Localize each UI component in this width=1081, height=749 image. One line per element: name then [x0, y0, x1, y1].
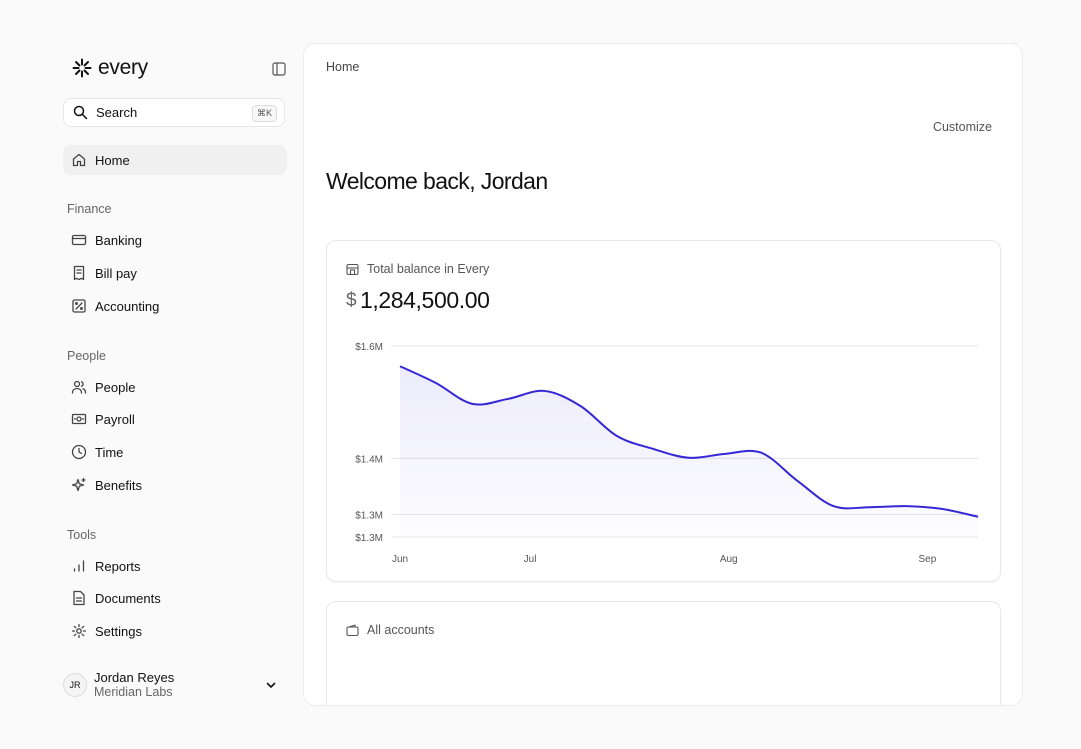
search-icon	[73, 105, 88, 120]
area	[400, 366, 978, 537]
nav-label: Reports	[95, 558, 141, 574]
nav-item[interactable]: Time	[63, 437, 287, 467]
wallet-icon	[346, 624, 359, 637]
balance-chart: $1.6M $1.4M $1.3M $1.3M Jun Jul Aug Sep	[355, 342, 979, 565]
icon	[72, 299, 86, 313]
line	[399, 365, 979, 518]
nav-item[interactable]: Banking	[63, 225, 287, 255]
section-title: Tools	[67, 528, 97, 542]
nav-label: Home	[95, 152, 130, 168]
nav-label: Documents	[95, 590, 161, 606]
nav-item[interactable]: Bill pay	[63, 258, 287, 288]
user-org: Meridian Labs	[94, 685, 173, 699]
icon	[71, 444, 87, 460]
y-tick-label: $1.4M	[355, 454, 383, 465]
nav-label: Settings	[95, 623, 142, 639]
section-title: Finance	[67, 202, 112, 216]
brand-name: every	[98, 56, 148, 79]
nav-label: Bill pay	[95, 265, 137, 281]
sidebar-toggle[interactable]	[272, 62, 286, 76]
nav-label: Payroll	[95, 411, 135, 427]
y-tick-label: $1.6M	[355, 342, 383, 353]
x-tick-label: Jun	[392, 554, 408, 565]
icon	[73, 590, 85, 606]
user-name: Jordan Reyes	[94, 670, 175, 685]
nav-label: Accounting	[95, 298, 160, 314]
y-tick-label: $1.3M	[355, 511, 383, 522]
icon	[71, 234, 87, 246]
nav-label: Benefits	[95, 477, 142, 493]
nav-item[interactable]: Benefits	[63, 470, 287, 500]
nav-item[interactable]: Documents	[63, 583, 287, 613]
x-tick-label: Aug	[720, 554, 738, 565]
nav-label: Time	[95, 444, 124, 460]
breadcrumb: Home	[326, 60, 360, 74]
accounts-label: All accounts	[367, 623, 435, 637]
icon	[71, 477, 86, 492]
balance-card: Total balance in Every $ 1,284,500.00 $1…	[326, 240, 1001, 582]
nav-item[interactable]: Payroll	[63, 404, 287, 434]
icon	[71, 380, 87, 394]
bank-icon	[346, 263, 359, 276]
avatar: JR	[63, 673, 87, 697]
icon	[73, 265, 85, 281]
search-placeholder: Search	[96, 105, 138, 120]
nav-item[interactable]: Accounting	[63, 291, 287, 321]
welcome-heading: Welcome back, Jordan	[326, 168, 548, 194]
nav-item[interactable]: Reports	[63, 551, 287, 581]
balance-amount: 1,284,500.00	[360, 287, 490, 313]
balance-currency: $	[346, 290, 357, 311]
icon	[71, 413, 87, 425]
icon	[71, 623, 87, 639]
balance-label: Total balance in Every	[367, 262, 490, 276]
chevron	[266, 682, 276, 689]
nav-item[interactable]: Settings	[63, 616, 287, 646]
x-tick-label: Sep	[919, 554, 937, 565]
nav-label: People	[95, 379, 136, 395]
user-menu[interactable]: JR Jordan Reyes Meridian Labs	[63, 670, 287, 700]
nav-home[interactable]: Home	[63, 145, 287, 175]
icon	[72, 153, 86, 167]
search[interactable]: Search ⌘K	[63, 98, 285, 127]
section-title: People	[67, 349, 106, 363]
brand[interactable]: every	[72, 56, 148, 80]
nav-item[interactable]: People	[63, 372, 287, 402]
brand-logo	[72, 58, 92, 78]
icon	[73, 560, 85, 572]
x-tick-label: Jul	[524, 554, 537, 565]
accounts-card: All accounts	[326, 601, 1001, 705]
y-tick-label: $1.3M	[355, 533, 383, 544]
main-panel: Home Customize Welcome back, Jordan Tota…	[303, 43, 1023, 706]
search-shortcut: ⌘K	[251, 105, 277, 122]
customize-button[interactable]: Customize	[932, 120, 992, 134]
nav-label: Banking	[95, 232, 142, 248]
